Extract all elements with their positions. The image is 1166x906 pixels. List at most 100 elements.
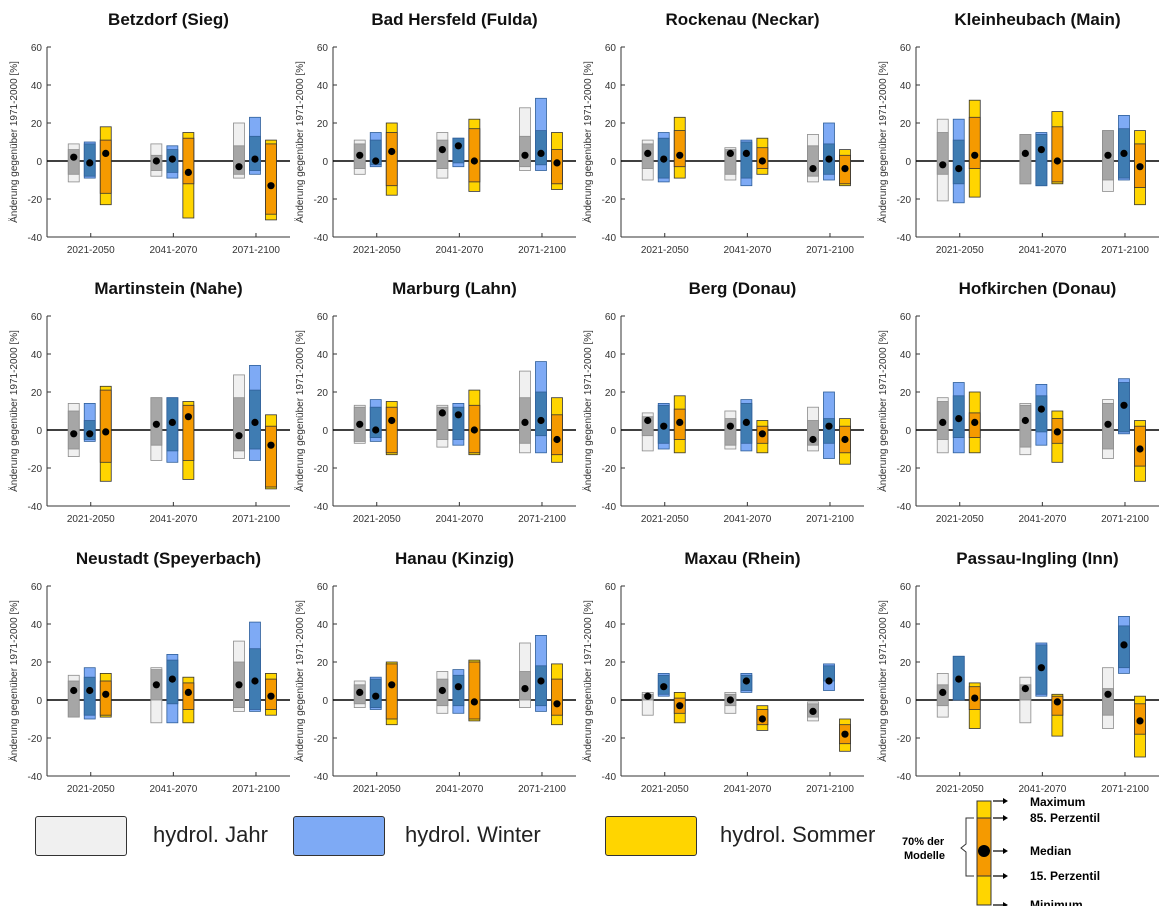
x-tick-label: 2021-2050 bbox=[353, 514, 401, 525]
box-band-winter bbox=[369, 406, 382, 439]
explainer-p85: 85. Perzentil bbox=[1030, 811, 1100, 825]
box-band-sommer bbox=[99, 139, 112, 194]
median-dot-winter bbox=[1037, 405, 1045, 413]
y-tick-label: 20 bbox=[31, 388, 43, 399]
y-tick-label: 0 bbox=[322, 696, 328, 707]
median-dot-winter bbox=[1037, 664, 1045, 672]
y-tick-label: -40 bbox=[897, 502, 912, 513]
median-dot-jahr bbox=[235, 681, 243, 689]
median-dot-winter bbox=[742, 677, 750, 685]
median-dot-winter bbox=[537, 677, 545, 685]
median-dot-winter bbox=[372, 426, 380, 434]
box-band-sommer bbox=[99, 389, 112, 463]
y-tick-label: 20 bbox=[317, 658, 329, 669]
chart-title: Neustadt (Speyerbach) bbox=[76, 549, 261, 568]
median-dot-winter bbox=[1037, 146, 1045, 154]
x-tick-label: 2041-2070 bbox=[435, 514, 483, 525]
y-tick-label: 0 bbox=[905, 426, 911, 437]
y-axis-label: Änderung gegenüber 1971-2000 [%] bbox=[582, 600, 594, 762]
chart-title: Martinstein (Nahe) bbox=[94, 279, 242, 298]
chart-panel: Bad Hersfeld (Fulda) -40 -20 0 20 40 60 Änderun… bbox=[294, 10, 576, 256]
box-band-winter bbox=[1035, 395, 1048, 433]
median-dot-sommer bbox=[267, 182, 275, 190]
median-dot-jahr bbox=[939, 161, 947, 169]
median-dot-jahr bbox=[809, 165, 817, 173]
y-tick-label: 60 bbox=[900, 43, 912, 54]
y-axis-label: Änderung gegenüber 1971-2000 [%] bbox=[582, 330, 594, 492]
box-band-sommer bbox=[551, 678, 563, 716]
chart-title: Hanau (Kinzig) bbox=[395, 549, 514, 568]
median-dot-sommer bbox=[267, 441, 275, 449]
median-dot-jahr bbox=[726, 696, 734, 704]
box-band-jahr bbox=[641, 416, 654, 437]
box-band-sommer bbox=[468, 661, 481, 720]
median-dot-sommer bbox=[388, 681, 396, 689]
box-band-sommer bbox=[182, 682, 195, 710]
y-tick-label: 20 bbox=[900, 388, 912, 399]
median-dot-jahr bbox=[152, 157, 160, 165]
y-tick-label: 20 bbox=[317, 119, 329, 130]
y-tick-label: 0 bbox=[322, 157, 328, 168]
median-dot-winter bbox=[742, 149, 750, 157]
legend-swatch-jahr bbox=[35, 816, 127, 856]
y-tick-label: 60 bbox=[31, 582, 43, 593]
box-band-winter bbox=[823, 418, 835, 444]
median-dot-jahr bbox=[152, 420, 160, 428]
median-dot-sommer bbox=[102, 428, 110, 436]
median-dot-sommer bbox=[184, 688, 192, 697]
chart-title: Kleinheubach (Main) bbox=[954, 10, 1120, 29]
median-dot-sommer bbox=[267, 692, 275, 700]
median-dot-winter bbox=[251, 677, 259, 685]
box-band-jahr bbox=[1019, 404, 1032, 448]
y-tick-label: 40 bbox=[31, 81, 43, 92]
y-axis-label: Änderung gegenüber 1971-2000 [%] bbox=[877, 330, 889, 492]
explainer-models-line2: Modelle bbox=[904, 850, 945, 862]
y-tick-label: 40 bbox=[605, 81, 617, 92]
median-dot-winter bbox=[537, 416, 545, 425]
y-tick-label: 40 bbox=[900, 350, 912, 361]
y-tick-label: -20 bbox=[602, 195, 617, 206]
y-tick-label: 40 bbox=[31, 350, 43, 361]
median-dot-sommer bbox=[553, 159, 561, 167]
chart-title: Berg (Donau) bbox=[689, 279, 797, 298]
box-band-jahr bbox=[67, 680, 80, 718]
median-dot-sommer bbox=[184, 413, 192, 421]
median-dot-winter bbox=[660, 155, 668, 163]
median-dot-winter bbox=[1120, 641, 1128, 649]
box-band-sommer bbox=[673, 130, 686, 168]
legend-swatch-winter bbox=[293, 816, 385, 856]
median-dot-jahr bbox=[644, 692, 652, 700]
box-band-winter bbox=[535, 665, 547, 707]
y-axis-label: Änderung gegenüber 1971-2000 [%] bbox=[8, 330, 20, 492]
y-tick-label: -40 bbox=[602, 502, 617, 513]
x-tick-label: 2071-2100 bbox=[518, 514, 566, 525]
box-explainer: Maximum 85. Perzentil Median 15. Perzent… bbox=[902, 795, 1100, 906]
y-tick-label: -20 bbox=[28, 734, 43, 745]
y-tick-label: 60 bbox=[31, 43, 43, 54]
median-dot-winter bbox=[660, 422, 668, 430]
box-band-jahr bbox=[1019, 133, 1032, 185]
median-dot-sommer bbox=[758, 715, 766, 723]
box-band-sommer bbox=[385, 406, 398, 454]
y-tick-label: 0 bbox=[36, 157, 42, 168]
median-dot-sommer bbox=[470, 157, 478, 165]
y-tick-label: -20 bbox=[897, 195, 912, 206]
y-tick-label: 40 bbox=[900, 81, 912, 92]
y-tick-label: -40 bbox=[897, 233, 912, 244]
y-tick-label: -20 bbox=[314, 464, 329, 475]
y-tick-label: -20 bbox=[314, 195, 329, 206]
median-dot-sommer bbox=[758, 157, 766, 165]
box-band-sommer bbox=[182, 137, 195, 185]
y-tick-label: -20 bbox=[28, 195, 43, 206]
x-tick-label: 2021-2050 bbox=[67, 784, 115, 795]
y-tick-label: 60 bbox=[317, 43, 329, 54]
box-band-jahr bbox=[233, 145, 245, 175]
median-dot-sommer bbox=[676, 151, 684, 159]
y-tick-label: -40 bbox=[28, 233, 43, 244]
y-tick-label: 60 bbox=[605, 582, 617, 593]
x-tick-label: 2041-2070 bbox=[723, 245, 771, 256]
x-tick-label: 2021-2050 bbox=[353, 784, 401, 795]
y-tick-label: -20 bbox=[314, 734, 329, 745]
median-dot-winter bbox=[537, 149, 545, 157]
